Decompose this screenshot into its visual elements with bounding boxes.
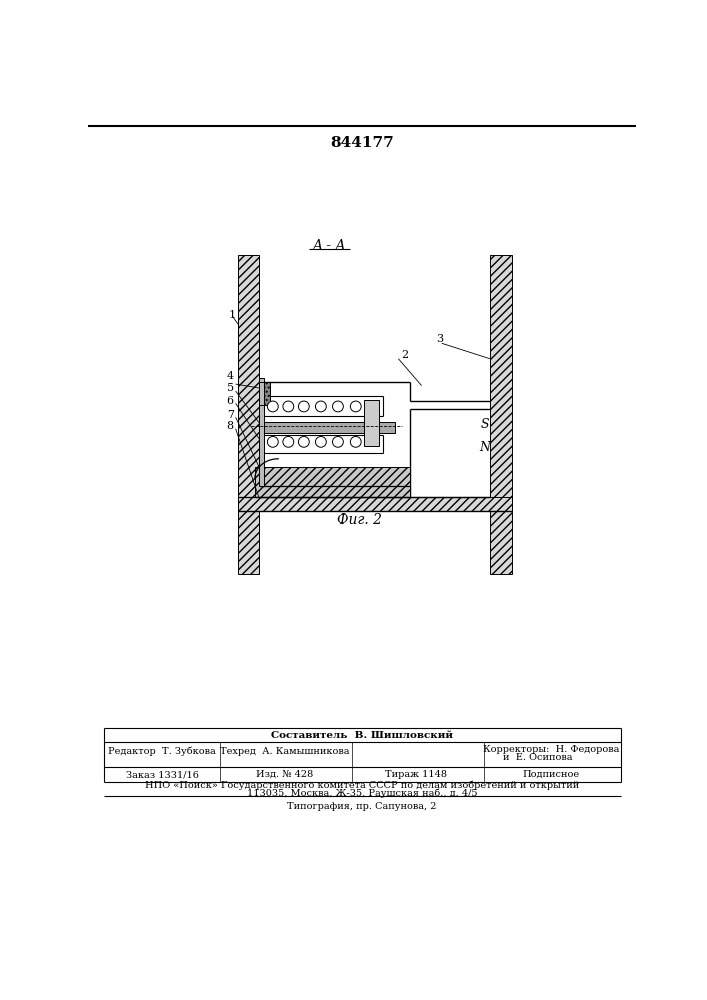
Circle shape (315, 436, 327, 447)
Text: Фиг. 2: Фиг. 2 (337, 513, 382, 527)
Text: 844177: 844177 (330, 136, 394, 150)
Bar (490, 255, 512, 574)
Text: 6: 6 (227, 396, 234, 406)
Bar (238, 497, 512, 511)
Text: 2: 2 (401, 350, 408, 360)
Text: и  Е. Осипова: и Е. Осипова (503, 753, 573, 762)
Text: Изд. № 428: Изд. № 428 (256, 770, 313, 779)
Bar (259, 378, 264, 486)
Text: Заказ 1331/16: Заказ 1331/16 (126, 770, 199, 779)
Circle shape (267, 436, 279, 447)
Text: Техред  А. Камышникова: Техред А. Камышникова (220, 747, 349, 756)
Text: 4: 4 (227, 371, 234, 381)
Bar (259, 382, 270, 405)
Text: Составитель  В. Шишловский: Составитель В. Шишловский (271, 732, 453, 740)
Text: Подписное: Подписное (522, 770, 580, 779)
Circle shape (315, 401, 327, 412)
Bar (238, 255, 259, 574)
Text: Типография, пр. Сапунова, 2: Типография, пр. Сапунова, 2 (287, 802, 437, 811)
Circle shape (351, 401, 361, 412)
Text: 3: 3 (436, 334, 443, 344)
Circle shape (332, 401, 344, 412)
Text: Редактор  Т. Зубкова: Редактор Т. Зубкова (108, 747, 216, 756)
Circle shape (283, 436, 293, 447)
Text: Корректоры:  Н. Федорова: Корректоры: Н. Федорова (483, 745, 619, 754)
Text: 8: 8 (227, 421, 234, 431)
Bar (363, 400, 379, 446)
Text: N: N (479, 441, 491, 454)
Circle shape (332, 436, 344, 447)
Circle shape (298, 401, 309, 412)
Bar (255, 466, 410, 497)
Circle shape (351, 436, 361, 447)
Text: 7: 7 (227, 410, 234, 420)
Circle shape (267, 401, 279, 412)
Text: 113035, Москва, Ж-35, Раушская наб., д. 4/5: 113035, Москва, Ж-35, Раушская наб., д. … (247, 788, 477, 798)
Circle shape (298, 436, 309, 447)
Circle shape (283, 401, 293, 412)
Text: НПО «Поиск» Государственного комитета СССР по делам изобретений и открытий: НПО «Поиск» Государственного комитета СС… (145, 781, 579, 790)
Bar (259, 422, 395, 433)
Text: A - A: A - A (312, 239, 346, 253)
Text: 1: 1 (228, 310, 235, 320)
Text: 5: 5 (227, 383, 234, 393)
Bar (259, 382, 270, 405)
Text: Тираж 1148: Тираж 1148 (385, 770, 448, 779)
Text: S: S (481, 418, 489, 431)
